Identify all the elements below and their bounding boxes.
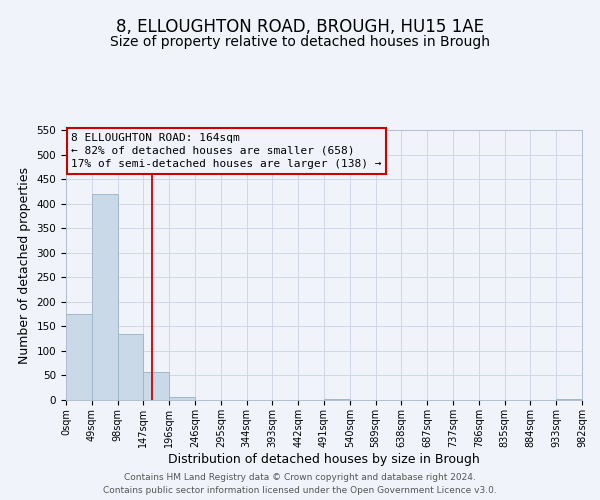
Text: 8, ELLOUGHTON ROAD, BROUGH, HU15 1AE: 8, ELLOUGHTON ROAD, BROUGH, HU15 1AE [116,18,484,36]
Text: Contains HM Land Registry data © Crown copyright and database right 2024.: Contains HM Land Registry data © Crown c… [124,474,476,482]
Bar [92,194,118,400]
Text: 8 ELLOUGHTON ROAD: 164sqm
← 82% of detached houses are smaller (658)
17% of semi: 8 ELLOUGHTON ROAD: 164sqm ← 82% of detac… [71,132,382,169]
Bar [118,334,143,400]
Text: Size of property relative to detached houses in Brough: Size of property relative to detached ho… [110,35,490,49]
Bar [66,314,92,400]
Bar [169,396,195,400]
Y-axis label: Number of detached properties: Number of detached properties [18,166,31,364]
X-axis label: Distribution of detached houses by size in Brough: Distribution of detached houses by size … [168,452,480,466]
Bar [556,399,582,400]
Bar [324,399,350,400]
Bar [143,372,169,400]
Text: Contains public sector information licensed under the Open Government Licence v3: Contains public sector information licen… [103,486,497,495]
